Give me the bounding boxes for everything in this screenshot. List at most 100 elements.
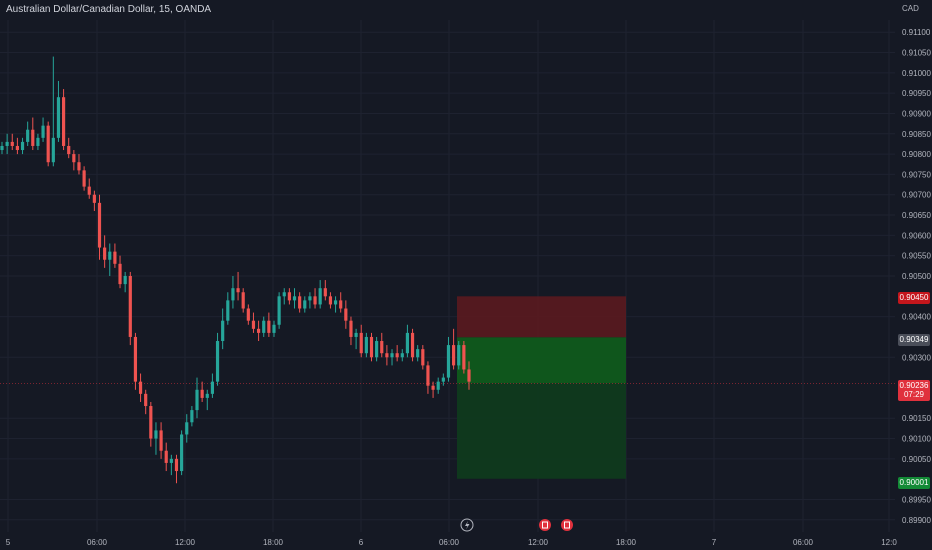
candle — [287, 288, 291, 305]
candle — [313, 288, 317, 309]
candle — [15, 137, 19, 155]
candle-body — [26, 129, 30, 142]
candle-body — [431, 385, 435, 390]
candle — [144, 389, 148, 415]
candle — [369, 332, 374, 362]
candle-body — [180, 434, 184, 472]
price-tick-label: 0.91100 — [902, 28, 931, 37]
candle — [61, 89, 66, 151]
candle-body — [467, 369, 471, 382]
candle — [56, 80, 61, 142]
time-tick-label: 5 — [6, 538, 11, 547]
candle-body — [390, 353, 394, 358]
candlestick-series — [0, 56, 471, 484]
price-tick-label: 0.90050 — [902, 455, 931, 464]
candle-body — [446, 345, 451, 378]
chart-markers — [460, 518, 573, 532]
candle-body — [400, 353, 404, 358]
candle — [390, 349, 394, 366]
time-tick-label: 06:00 — [87, 538, 108, 547]
candle-body — [205, 393, 209, 398]
candle-body — [426, 365, 430, 386]
candle — [282, 288, 286, 305]
time-tick-label: 12:00 — [528, 538, 549, 547]
time-tick-label: 7 — [712, 538, 717, 547]
price-tick-label: 0.90150 — [902, 414, 931, 423]
chart-grid — [0, 20, 895, 532]
lightning-icon-bolt — [465, 521, 470, 530]
candle-body — [190, 410, 194, 423]
candle — [205, 389, 209, 411]
candle — [267, 312, 271, 337]
candle — [154, 422, 158, 455]
candle-body — [15, 145, 19, 151]
candle-body — [0, 145, 4, 151]
candle — [441, 373, 445, 386]
candle-body — [226, 300, 230, 321]
candle-body — [144, 393, 148, 407]
candle-body — [380, 341, 384, 354]
candle-body — [344, 308, 348, 321]
candle-body — [169, 458, 173, 463]
candle — [410, 328, 415, 362]
candle-body — [164, 450, 168, 463]
stop-zone — [457, 296, 626, 338]
candle-body — [103, 247, 107, 260]
candle-body — [108, 251, 112, 260]
candle — [467, 361, 471, 390]
candle — [308, 292, 312, 309]
candle — [257, 320, 261, 342]
candle-body — [277, 296, 281, 325]
candle — [251, 312, 256, 333]
time-tick-label: 06:00 — [793, 538, 814, 547]
candle — [385, 345, 389, 366]
candle — [149, 401, 153, 447]
candle-body — [452, 345, 456, 366]
time-tick-label: 18:00 — [616, 538, 637, 547]
candle — [36, 133, 40, 151]
candle — [5, 133, 9, 155]
candle-body — [267, 320, 271, 333]
candle — [133, 332, 138, 390]
candle — [292, 288, 297, 309]
candle-body — [298, 296, 302, 309]
candle — [20, 137, 25, 155]
price-tick-label: 0.89900 — [902, 516, 931, 525]
candle-body — [97, 202, 102, 248]
candle — [359, 324, 363, 358]
time-tick-label: 12:00 — [175, 538, 196, 547]
event-marker-glyph — [564, 521, 570, 529]
price-tick-label: 0.90600 — [902, 231, 931, 240]
candle-body — [436, 381, 440, 390]
candle-body — [354, 332, 358, 337]
candle-body — [20, 141, 25, 151]
price-tick-label: 0.90300 — [902, 353, 931, 362]
candle-body — [138, 381, 143, 394]
candle-body — [51, 137, 55, 163]
candle-body — [410, 332, 415, 358]
candle-body — [313, 296, 317, 305]
candle-body — [241, 292, 245, 309]
candle — [103, 235, 107, 268]
candle — [380, 332, 384, 358]
lightning-icon — [460, 518, 474, 532]
candle-body — [5, 141, 9, 146]
candle — [169, 454, 173, 476]
price-tick-label: 0.90800 — [902, 150, 931, 159]
candle — [41, 117, 45, 142]
candle — [436, 377, 440, 394]
candle — [416, 345, 420, 362]
candle — [277, 292, 281, 329]
candle-body — [272, 324, 276, 333]
candle — [405, 324, 410, 358]
price-tick-label: 0.90700 — [902, 191, 931, 200]
candle — [128, 271, 132, 346]
time-tick-label: 12:0 — [881, 538, 897, 547]
candle — [395, 345, 399, 362]
price-tick-label: 0.90850 — [902, 130, 931, 139]
candle-body — [77, 162, 81, 171]
bar-countdown: 07:29 — [903, 390, 925, 399]
candle — [421, 345, 425, 370]
candle-body — [231, 288, 235, 301]
